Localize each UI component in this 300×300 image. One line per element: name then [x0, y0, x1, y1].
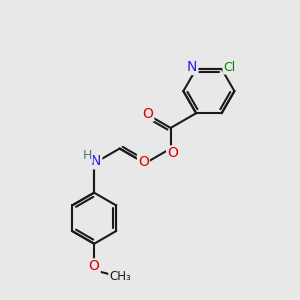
Text: O: O	[138, 155, 149, 169]
Text: O: O	[167, 146, 178, 161]
Text: H: H	[82, 149, 92, 162]
Text: N: N	[187, 60, 197, 74]
Text: CH₃: CH₃	[109, 270, 131, 283]
Text: N: N	[91, 154, 101, 168]
Text: O: O	[142, 107, 153, 121]
Text: Cl: Cl	[224, 61, 236, 74]
Text: O: O	[89, 259, 100, 273]
